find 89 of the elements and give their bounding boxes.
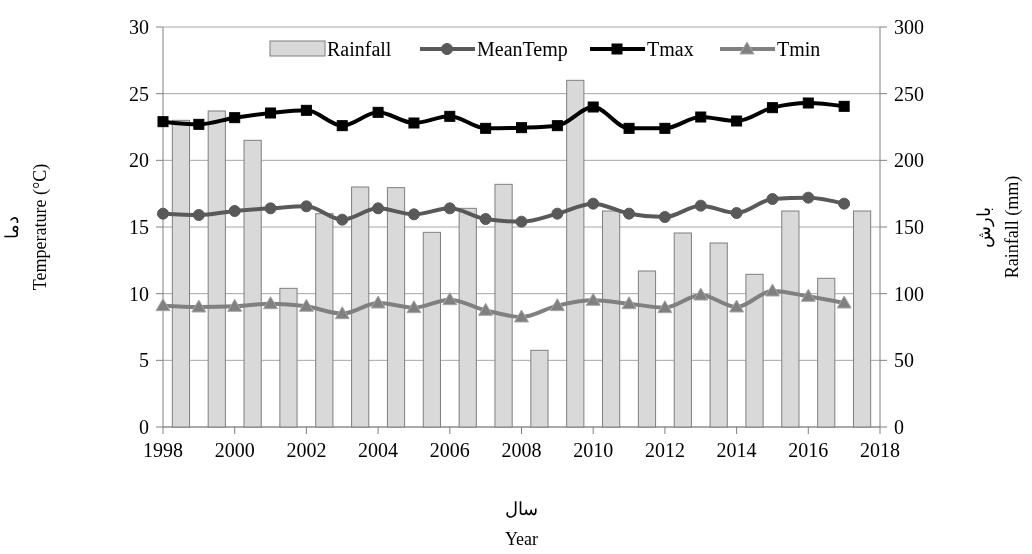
point [229,112,241,124]
legend-label: Rainfall [327,38,392,60]
x-tick-label: 2016 [788,439,829,461]
point [300,200,313,213]
point [191,299,207,313]
legend-label: Tmin [777,38,821,60]
x-tick-label: 2012 [644,439,685,461]
point [228,205,241,217]
point [192,209,205,221]
point [731,115,743,127]
point [479,213,492,225]
point [478,302,494,316]
point [657,300,673,314]
point [551,207,564,220]
x-tick-label: 2002 [286,439,327,461]
x-tick-label: 2018 [860,439,900,461]
point [300,104,312,116]
point [408,117,420,129]
point [802,191,815,204]
point [551,120,563,132]
legend-label: MeanTemp [477,38,568,61]
point [695,111,707,123]
point [157,207,169,220]
point [155,298,171,312]
point [372,202,385,215]
x-tick-label: 2004 [358,439,399,461]
point [480,122,492,134]
point [694,199,707,212]
point [838,197,851,210]
y-tick-label: 5 [139,349,149,372]
point [406,300,422,314]
point [658,211,671,223]
y-tick-label: 15 [129,216,149,238]
y2-tick-label: 50 [894,349,914,372]
y-tick-label: 25 [129,82,149,105]
x-tick-label: 2010 [573,439,614,461]
point [443,202,456,215]
point [264,202,277,215]
point [729,299,745,313]
point [838,100,850,112]
point [800,288,816,302]
point [730,207,743,219]
y2-tick-label: 0 [894,416,904,438]
point [549,298,565,312]
point [514,309,529,323]
point [265,107,277,119]
point [336,213,349,226]
point [407,208,420,221]
y-tick-label: 30 [129,16,149,38]
point [623,122,635,134]
x-tick-label: 2014 [716,439,757,461]
x-tick-label: 1998 [143,439,183,461]
point [227,298,243,312]
y2-tick-label: 100 [894,282,924,305]
point [263,296,279,310]
point [442,292,458,306]
y-tick-label: 10 [129,282,149,305]
point [444,110,456,122]
point [587,197,600,210]
point [766,102,778,114]
point [623,207,636,220]
point [802,97,814,109]
point [693,287,709,301]
y2-tick-label: 150 [894,216,924,238]
point [516,122,527,134]
point [334,306,350,320]
point [336,120,348,132]
point [621,296,637,310]
x-tick-label: 2000 [214,439,255,461]
y2-tick-label: 300 [894,16,924,38]
y2-tick-label: 250 [894,82,924,105]
point [585,292,601,306]
y-tick-label: 0 [139,416,149,438]
y-tick-label: 20 [129,149,149,172]
point [766,193,779,205]
point [587,101,599,113]
y2-tick-label: 200 [894,149,924,172]
point [764,283,780,297]
point [372,106,384,118]
x-tick-label: 2008 [501,439,542,461]
point [157,116,169,128]
point [659,122,671,134]
x-tick-label: 2006 [429,439,470,461]
point [370,295,386,309]
legend-label: Tmax [647,38,694,60]
point [836,295,852,309]
point [193,118,205,130]
point [515,215,528,228]
point [298,298,314,312]
